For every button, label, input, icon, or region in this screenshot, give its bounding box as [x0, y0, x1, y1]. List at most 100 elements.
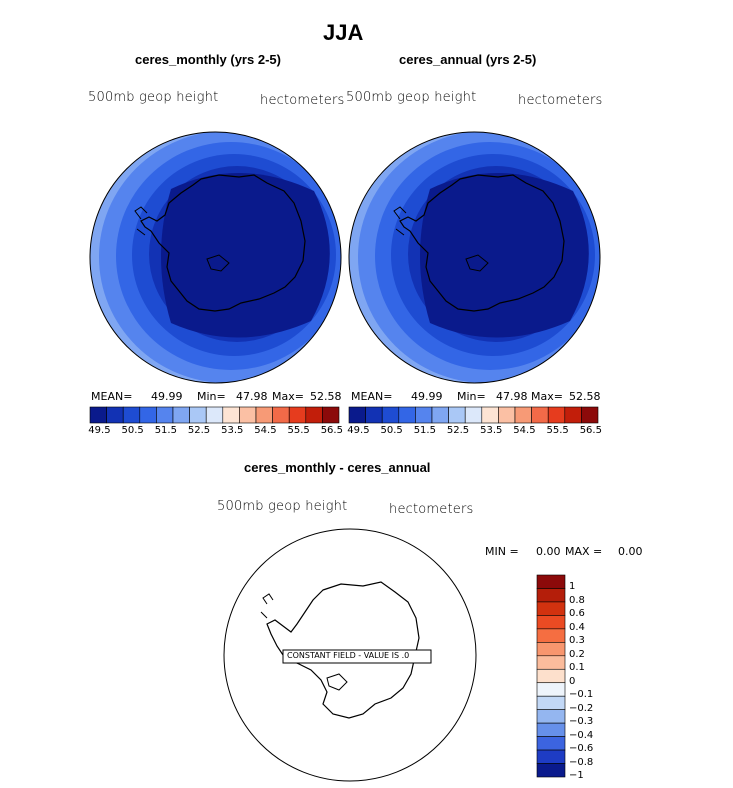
- colorbar-tick-label: 0.2: [569, 648, 585, 660]
- colorbar-tick-label: 51.5: [413, 425, 436, 436]
- colorbar-swatch: [381, 406, 400, 424]
- left-colorbar: [89, 406, 340, 424]
- colorbar-tick-label: 50.5: [380, 425, 403, 436]
- left-mean-label: MEAN=: [91, 390, 133, 403]
- right-field-label: 500mb geop height: [346, 90, 477, 105]
- figure-title: JJA: [323, 20, 364, 45]
- colorbar-swatch: [536, 601, 566, 616]
- colorbar-swatch: [288, 406, 307, 424]
- colorbar-tick-label: 1: [569, 581, 576, 593]
- colorbar-swatch: [581, 406, 599, 424]
- antarctica-coastline: [399, 174, 565, 312]
- colorbar-swatch: [348, 406, 366, 424]
- right-mean-value: 49.99: [411, 390, 443, 403]
- colorbar-swatch: [189, 406, 207, 424]
- colorbar-tick-label: −0.6: [569, 743, 594, 755]
- colorbar-tick-label: 49.5: [347, 425, 370, 436]
- colorbar-tick-label: 0: [569, 675, 576, 687]
- colorbar-swatch: [255, 406, 273, 424]
- colorbar-swatch: [398, 406, 416, 424]
- colorbar-swatch: [547, 406, 566, 424]
- diff-panel-title: ceres_monthly - ceres_annual: [244, 460, 431, 475]
- diff-polar-map: [223, 528, 477, 782]
- colorbar-swatch: [536, 749, 566, 764]
- colorbar-tick-label: 55.5: [546, 425, 569, 436]
- colorbar-tick-label: 0.4: [569, 621, 585, 633]
- colorbar-swatch: [305, 406, 323, 424]
- colorbar-tick-label: 0.1: [569, 662, 585, 674]
- colorbar-swatch: [464, 406, 483, 424]
- right-units-label: hectometers: [518, 93, 603, 108]
- left-units-label: hectometers: [260, 93, 345, 108]
- colorbar-swatch: [536, 655, 566, 670]
- left-field-label: 500mb geop height: [88, 90, 219, 105]
- colorbar-swatch: [536, 668, 566, 684]
- colorbar-tick-label: 0.6: [569, 608, 585, 620]
- colorbar-swatch: [536, 722, 566, 737]
- right-colorbar: [348, 406, 599, 424]
- left-max-label: Max=: [272, 390, 304, 403]
- right-min-value: 47.98: [496, 390, 528, 403]
- colorbar-tick-label: 53.5: [221, 425, 244, 436]
- colorbar-swatch: [536, 736, 566, 751]
- constant-field-box: [282, 649, 432, 664]
- left-polar-map: [89, 131, 342, 384]
- left-min-label: Min=: [197, 390, 226, 403]
- colorbar-swatch: [481, 406, 499, 424]
- colorbar-swatch: [448, 406, 466, 424]
- colorbar-tick-label: 56.5: [320, 425, 343, 436]
- colorbar-tick-label: 55.5: [287, 425, 310, 436]
- colorbar-swatch: [536, 588, 566, 603]
- colorbar-swatch: [122, 406, 141, 424]
- colorbar-swatch: [272, 406, 290, 424]
- colorbar-swatch: [536, 695, 566, 710]
- right-min-label: Min=: [457, 390, 486, 403]
- colorbar-swatch: [536, 682, 566, 697]
- colorbar-tick-label: −0.1: [569, 689, 594, 701]
- diff-max-label: MAX =: [565, 545, 603, 558]
- diff-vertical-colorbar: [536, 574, 566, 778]
- colorbar-swatch: [498, 406, 516, 424]
- diff-max-value: 0.00: [618, 545, 643, 558]
- right-max-value: 52.58: [569, 390, 601, 403]
- colorbar-swatch: [415, 406, 433, 424]
- colorbar-swatch: [564, 406, 582, 424]
- colorbar-tick-label: 50.5: [121, 425, 144, 436]
- left-panel-title: ceres_monthly (yrs 2-5): [135, 52, 281, 67]
- colorbar-tick-label: −0.8: [569, 756, 594, 768]
- right-mean-label: MEAN=: [351, 390, 393, 403]
- right-panel-title: ceres_annual (yrs 2-5): [399, 52, 537, 67]
- colorbar-swatch: [536, 574, 566, 589]
- diff-min-value: 0.00: [536, 545, 561, 558]
- antarctica-coastline: [266, 581, 420, 719]
- colorbar-tick-label: 56.5: [579, 425, 602, 436]
- colorbar-swatch: [89, 406, 107, 424]
- colorbar-tick-label: 52.5: [446, 425, 470, 436]
- colorbar-tick-label: 0.3: [569, 635, 585, 647]
- colorbar-swatch: [156, 406, 174, 424]
- colorbar-swatch: [172, 406, 190, 424]
- colorbar-tick-label: 54.5: [513, 425, 536, 436]
- colorbar-swatch: [139, 406, 157, 424]
- colorbar-tick-label: 53.5: [480, 425, 503, 436]
- colorbar-swatch: [536, 763, 566, 778]
- left-min-value: 47.98: [236, 390, 268, 403]
- colorbar-tick-label: 51.5: [154, 425, 177, 436]
- right-max-label: Max=: [531, 390, 563, 403]
- colorbar-swatch: [536, 642, 566, 657]
- colorbar-swatch: [365, 406, 383, 424]
- colorbar-tick-label: 49.5: [88, 425, 111, 436]
- colorbar-swatch: [536, 628, 566, 643]
- colorbar-swatch: [239, 406, 257, 424]
- diff-field-label: 500mb geop height: [217, 499, 348, 514]
- colorbar-tick-label: −1: [569, 770, 584, 781]
- colorbar-tick-label: 0.8: [569, 594, 585, 606]
- antarctica-coastline: [140, 174, 306, 312]
- constant-field-annotation: CONSTANT FIELD - VALUE IS .0: [287, 651, 410, 660]
- diff-min-label: MIN =: [485, 545, 519, 558]
- colorbar-tick-label: −0.2: [569, 702, 594, 714]
- colorbar-swatch: [431, 406, 449, 424]
- colorbar-swatch: [322, 406, 340, 424]
- colorbar-swatch: [222, 406, 240, 424]
- colorbar-tick-label: −0.4: [569, 729, 594, 741]
